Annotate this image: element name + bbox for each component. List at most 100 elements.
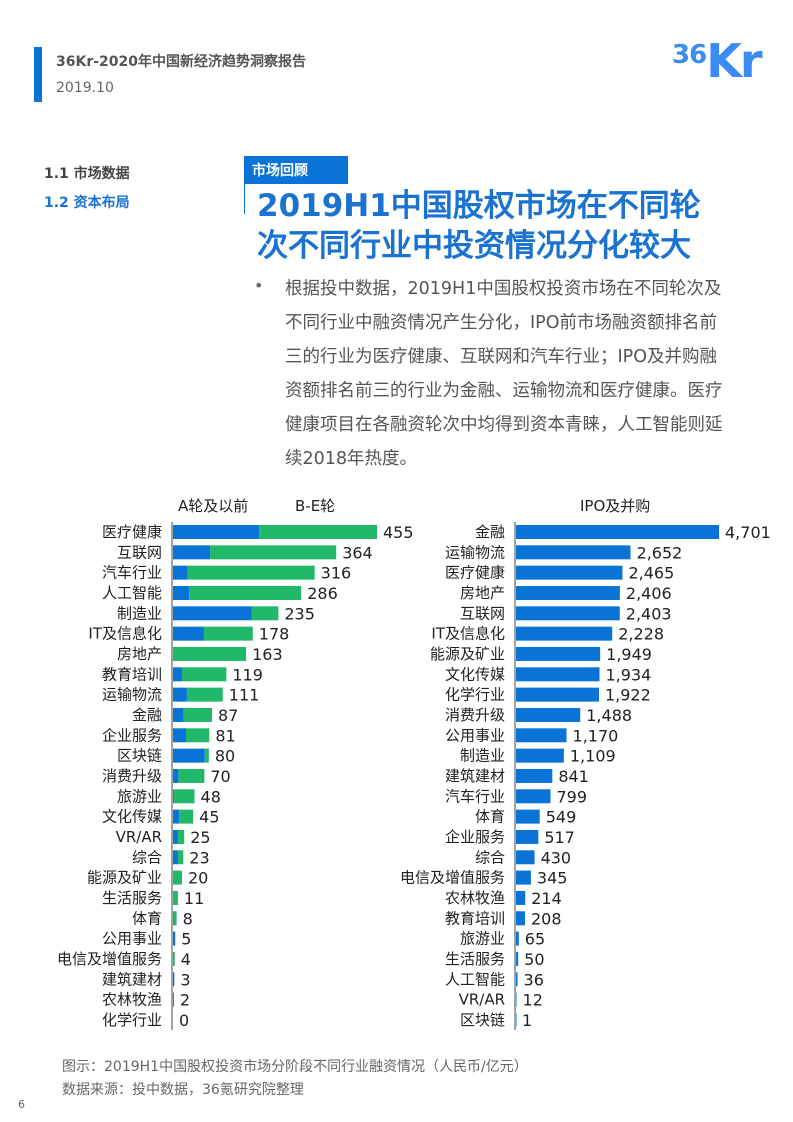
- value-label: 2,406: [626, 584, 672, 603]
- bar-be-round: [203, 626, 253, 641]
- bar-a-round: [173, 829, 178, 844]
- value-label: 1,934: [606, 665, 652, 684]
- nav-item-market-data[interactable]: 1.1 市场数据: [44, 166, 130, 182]
- category-label: 汽车行业: [102, 564, 162, 582]
- value-label: 1,109: [570, 747, 616, 766]
- value-label: 1,949: [606, 645, 652, 664]
- bar-ipo: [516, 626, 613, 641]
- bar-a-round: [173, 687, 187, 702]
- value-label: 208: [531, 909, 562, 928]
- bar-ipo: [516, 850, 535, 865]
- bar-ipo: [516, 789, 551, 804]
- value-label: 8: [183, 909, 193, 928]
- tag-line: [244, 156, 245, 214]
- category-label: 文化传媒: [445, 665, 505, 683]
- value-label: 70: [210, 767, 230, 786]
- bar-be-round: [178, 768, 205, 783]
- value-label: 4: [181, 950, 191, 969]
- report-title: 36Kr-2020年中国新经济趋势洞察报告: [56, 54, 307, 70]
- bar-a-round: [173, 809, 180, 824]
- value-label: 36: [524, 970, 544, 989]
- value-label: 87: [218, 706, 238, 725]
- bar-a-round: [173, 545, 211, 560]
- bar-a-round: [173, 789, 174, 804]
- bar-ipo: [516, 829, 539, 844]
- bar-be-round: [183, 707, 213, 722]
- category-label: 电信及增值服务: [57, 950, 162, 968]
- category-label: 电信及增值服务: [400, 869, 505, 887]
- bar-be-round: [177, 850, 184, 865]
- body-paragraph: 根据投中数据，2019H1中国股权投资市场在不同轮次及不同行业中融资情况产生分化…: [285, 279, 723, 469]
- category-label: 制造业: [117, 604, 162, 622]
- category-label: 汽车行业: [445, 787, 505, 805]
- bar-ipo: [516, 585, 620, 600]
- value-label: 12: [523, 991, 543, 1010]
- bar-a-round: [173, 606, 252, 621]
- bar-be-round: [181, 667, 227, 682]
- category-label: 区块链: [460, 1011, 505, 1029]
- 36kr-logo: 36Kr: [672, 34, 763, 88]
- value-label: 119: [232, 665, 263, 684]
- category-label: VR/AR: [459, 991, 505, 1009]
- value-label: 5: [181, 930, 191, 949]
- bar-be-round: [173, 789, 195, 804]
- bar-be-round: [204, 748, 209, 763]
- bar-ipo: [516, 525, 719, 539]
- category-label: 互联网: [460, 604, 505, 622]
- bar-ipo: [516, 1012, 517, 1027]
- value-label: 799: [557, 787, 588, 806]
- bar-be-round: [186, 687, 223, 702]
- category-label: 互联网: [117, 543, 162, 561]
- category-label: 房地产: [460, 584, 505, 602]
- nav-item-capital-layout[interactable]: 1.2 资本布局: [44, 195, 130, 211]
- bar-be-round: [186, 728, 210, 743]
- bar-a-round: [173, 748, 205, 763]
- bar-a-round: [173, 728, 187, 743]
- bar-a-round: [173, 565, 188, 580]
- chart-caption: 图示：2019H1中国股权投资市场分阶段不同行业融资情况（人民币/亿元）: [62, 1059, 528, 1075]
- category-label: 人工智能: [102, 584, 162, 602]
- category-label: 区块链: [117, 747, 162, 765]
- value-label: 3: [180, 970, 190, 989]
- value-label: 80: [215, 747, 235, 766]
- value-label: 841: [558, 767, 589, 786]
- bar-a-round: [173, 707, 184, 722]
- category-label: 医疗健康: [445, 564, 505, 582]
- category-label: 运输物流: [445, 543, 505, 561]
- category-label: 能源及矿业: [430, 645, 505, 663]
- bar-ipo: [516, 565, 623, 580]
- category-label: IT及信息化: [431, 625, 505, 643]
- bar-ipo: [516, 606, 620, 621]
- bar-ipo: [516, 707, 581, 722]
- value-label: 2,465: [628, 564, 674, 583]
- category-label: 旅游业: [460, 930, 505, 948]
- category-label: 旅游业: [117, 787, 162, 805]
- value-label: 48: [201, 787, 221, 806]
- category-label: 化学行业: [102, 1011, 162, 1029]
- category-label: 企业服务: [445, 828, 505, 846]
- value-label: 1,488: [586, 706, 632, 725]
- value-label: 25: [190, 828, 210, 847]
- bar-ipo: [516, 931, 519, 946]
- category-label: 制造业: [460, 747, 505, 765]
- bar-a-round: [173, 667, 182, 682]
- category-label: 综合: [475, 848, 505, 866]
- value-label: 286: [307, 584, 338, 603]
- value-label: 549: [546, 808, 577, 827]
- bar-a-round: [173, 972, 175, 987]
- category-label: 房地产: [117, 645, 162, 663]
- bar-ipo: [516, 768, 553, 783]
- category-label: 教育培训: [102, 665, 162, 683]
- value-label: 0: [179, 1011, 189, 1030]
- value-label: 163: [252, 645, 283, 664]
- bar-ipo: [516, 748, 564, 763]
- bar-ipo: [516, 972, 518, 987]
- header-accent-bar: [34, 47, 42, 102]
- value-label: 214: [531, 889, 562, 908]
- category-label: 企业服务: [102, 726, 162, 744]
- category-label: 能源及矿业: [87, 869, 162, 887]
- value-label: 23: [189, 848, 209, 867]
- value-label: 2: [180, 991, 190, 1010]
- bar-be-round: [173, 890, 178, 905]
- bar-ipo: [516, 911, 525, 926]
